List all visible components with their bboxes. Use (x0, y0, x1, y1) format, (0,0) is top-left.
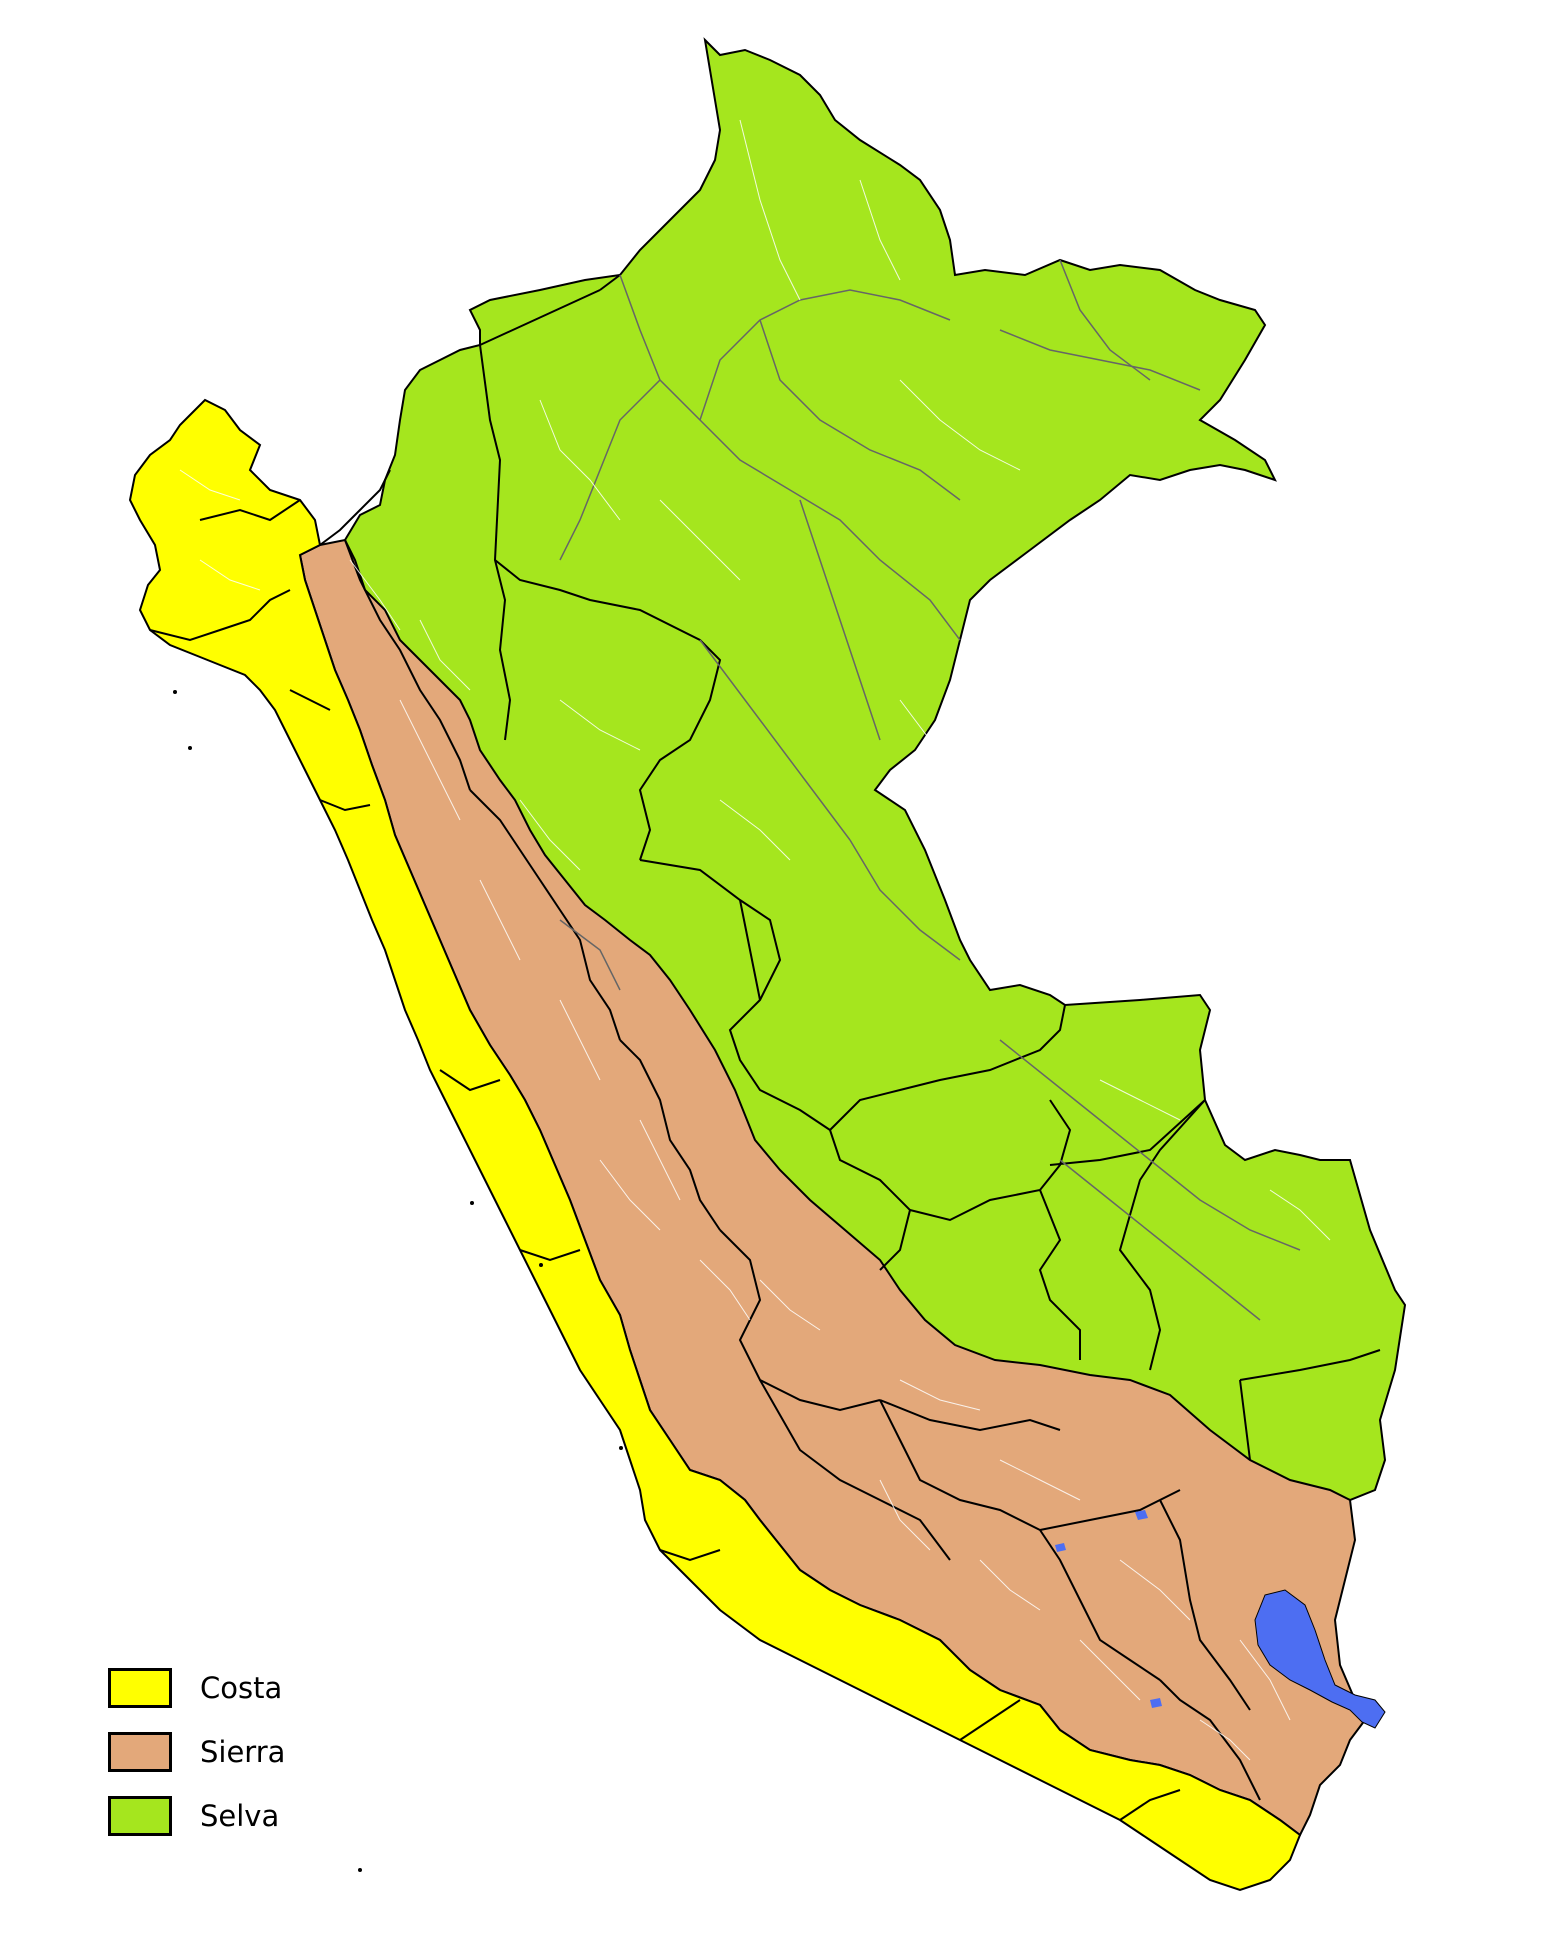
legend-label-sierra: Sierra (200, 1735, 286, 1769)
legend-item-selva: Selva (108, 1793, 285, 1839)
small-lake (1055, 1543, 1066, 1552)
islands (173, 690, 623, 1872)
small-lake (1135, 1510, 1148, 1520)
lake-titicaca (1254, 1589, 1386, 1729)
legend-swatch-sierra (108, 1732, 172, 1772)
legend-label-selva: Selva (200, 1799, 280, 1833)
legend-item-sierra: Sierra (108, 1729, 285, 1775)
legend-swatch-costa (108, 1668, 172, 1708)
legend-swatch-selva (108, 1796, 172, 1836)
legend-item-costa: Costa (108, 1665, 285, 1711)
selva-region (338, 37, 1407, 1502)
costa-region (128, 398, 1302, 1892)
district-lines (179, 119, 1331, 1761)
small-lake (1150, 1698, 1162, 1708)
province-boundaries (559, 259, 1301, 1321)
legend: Costa Sierra Selva (108, 1665, 285, 1857)
department-boundaries (149, 274, 1381, 1821)
legend-label-costa: Costa (200, 1671, 283, 1705)
